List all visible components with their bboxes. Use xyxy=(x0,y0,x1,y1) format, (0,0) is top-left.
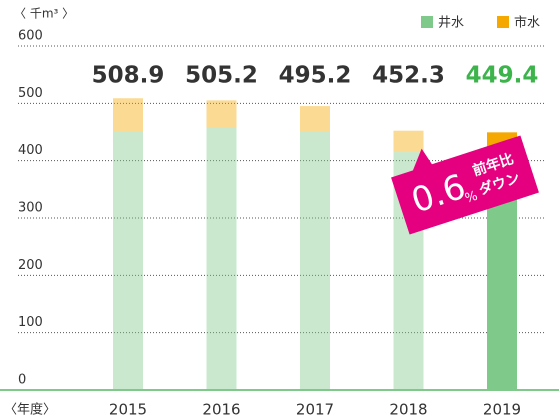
bar-segment xyxy=(300,106,330,132)
x-tick-label: 2019 xyxy=(483,401,521,419)
y-tick-label: 500 xyxy=(18,86,43,101)
legend-label: 井水 xyxy=(438,16,464,31)
total-label: 452.3 xyxy=(372,63,445,89)
bar-segment xyxy=(300,132,330,390)
y-tick-label: 600 xyxy=(18,29,43,44)
x-tick-label: 2018 xyxy=(389,401,427,419)
x-tick-label: 2015 xyxy=(109,401,147,419)
legend-swatch xyxy=(421,16,433,28)
bar-segment xyxy=(206,127,237,390)
bar-segment xyxy=(113,98,143,132)
y-tick-label: 400 xyxy=(18,143,43,158)
legend-swatch xyxy=(497,16,509,28)
legend-label: 市水 xyxy=(514,15,540,31)
bar-segment xyxy=(206,100,237,128)
x-tick-label: 2016 xyxy=(202,401,240,419)
bar-segment xyxy=(393,130,424,153)
total-label: 505.2 xyxy=(185,63,258,89)
unit-label: 〈 千m³ 〉 xyxy=(14,7,74,21)
callout-unit: % xyxy=(463,189,479,207)
x-tick-label: 2017 xyxy=(296,401,334,419)
bar-segment xyxy=(113,132,143,390)
y-tick-label: 300 xyxy=(18,201,43,216)
total-label: 449.4 xyxy=(466,63,539,89)
category-axis-label: 〈年度〉 xyxy=(4,402,56,418)
callout-shape xyxy=(391,135,539,235)
y-tick-label: 100 xyxy=(18,315,43,330)
y-tick-label: 200 xyxy=(18,258,43,273)
y-tick-label: 0 xyxy=(18,373,26,388)
total-label: 495.2 xyxy=(279,63,352,89)
total-label: 508.9 xyxy=(92,63,165,89)
